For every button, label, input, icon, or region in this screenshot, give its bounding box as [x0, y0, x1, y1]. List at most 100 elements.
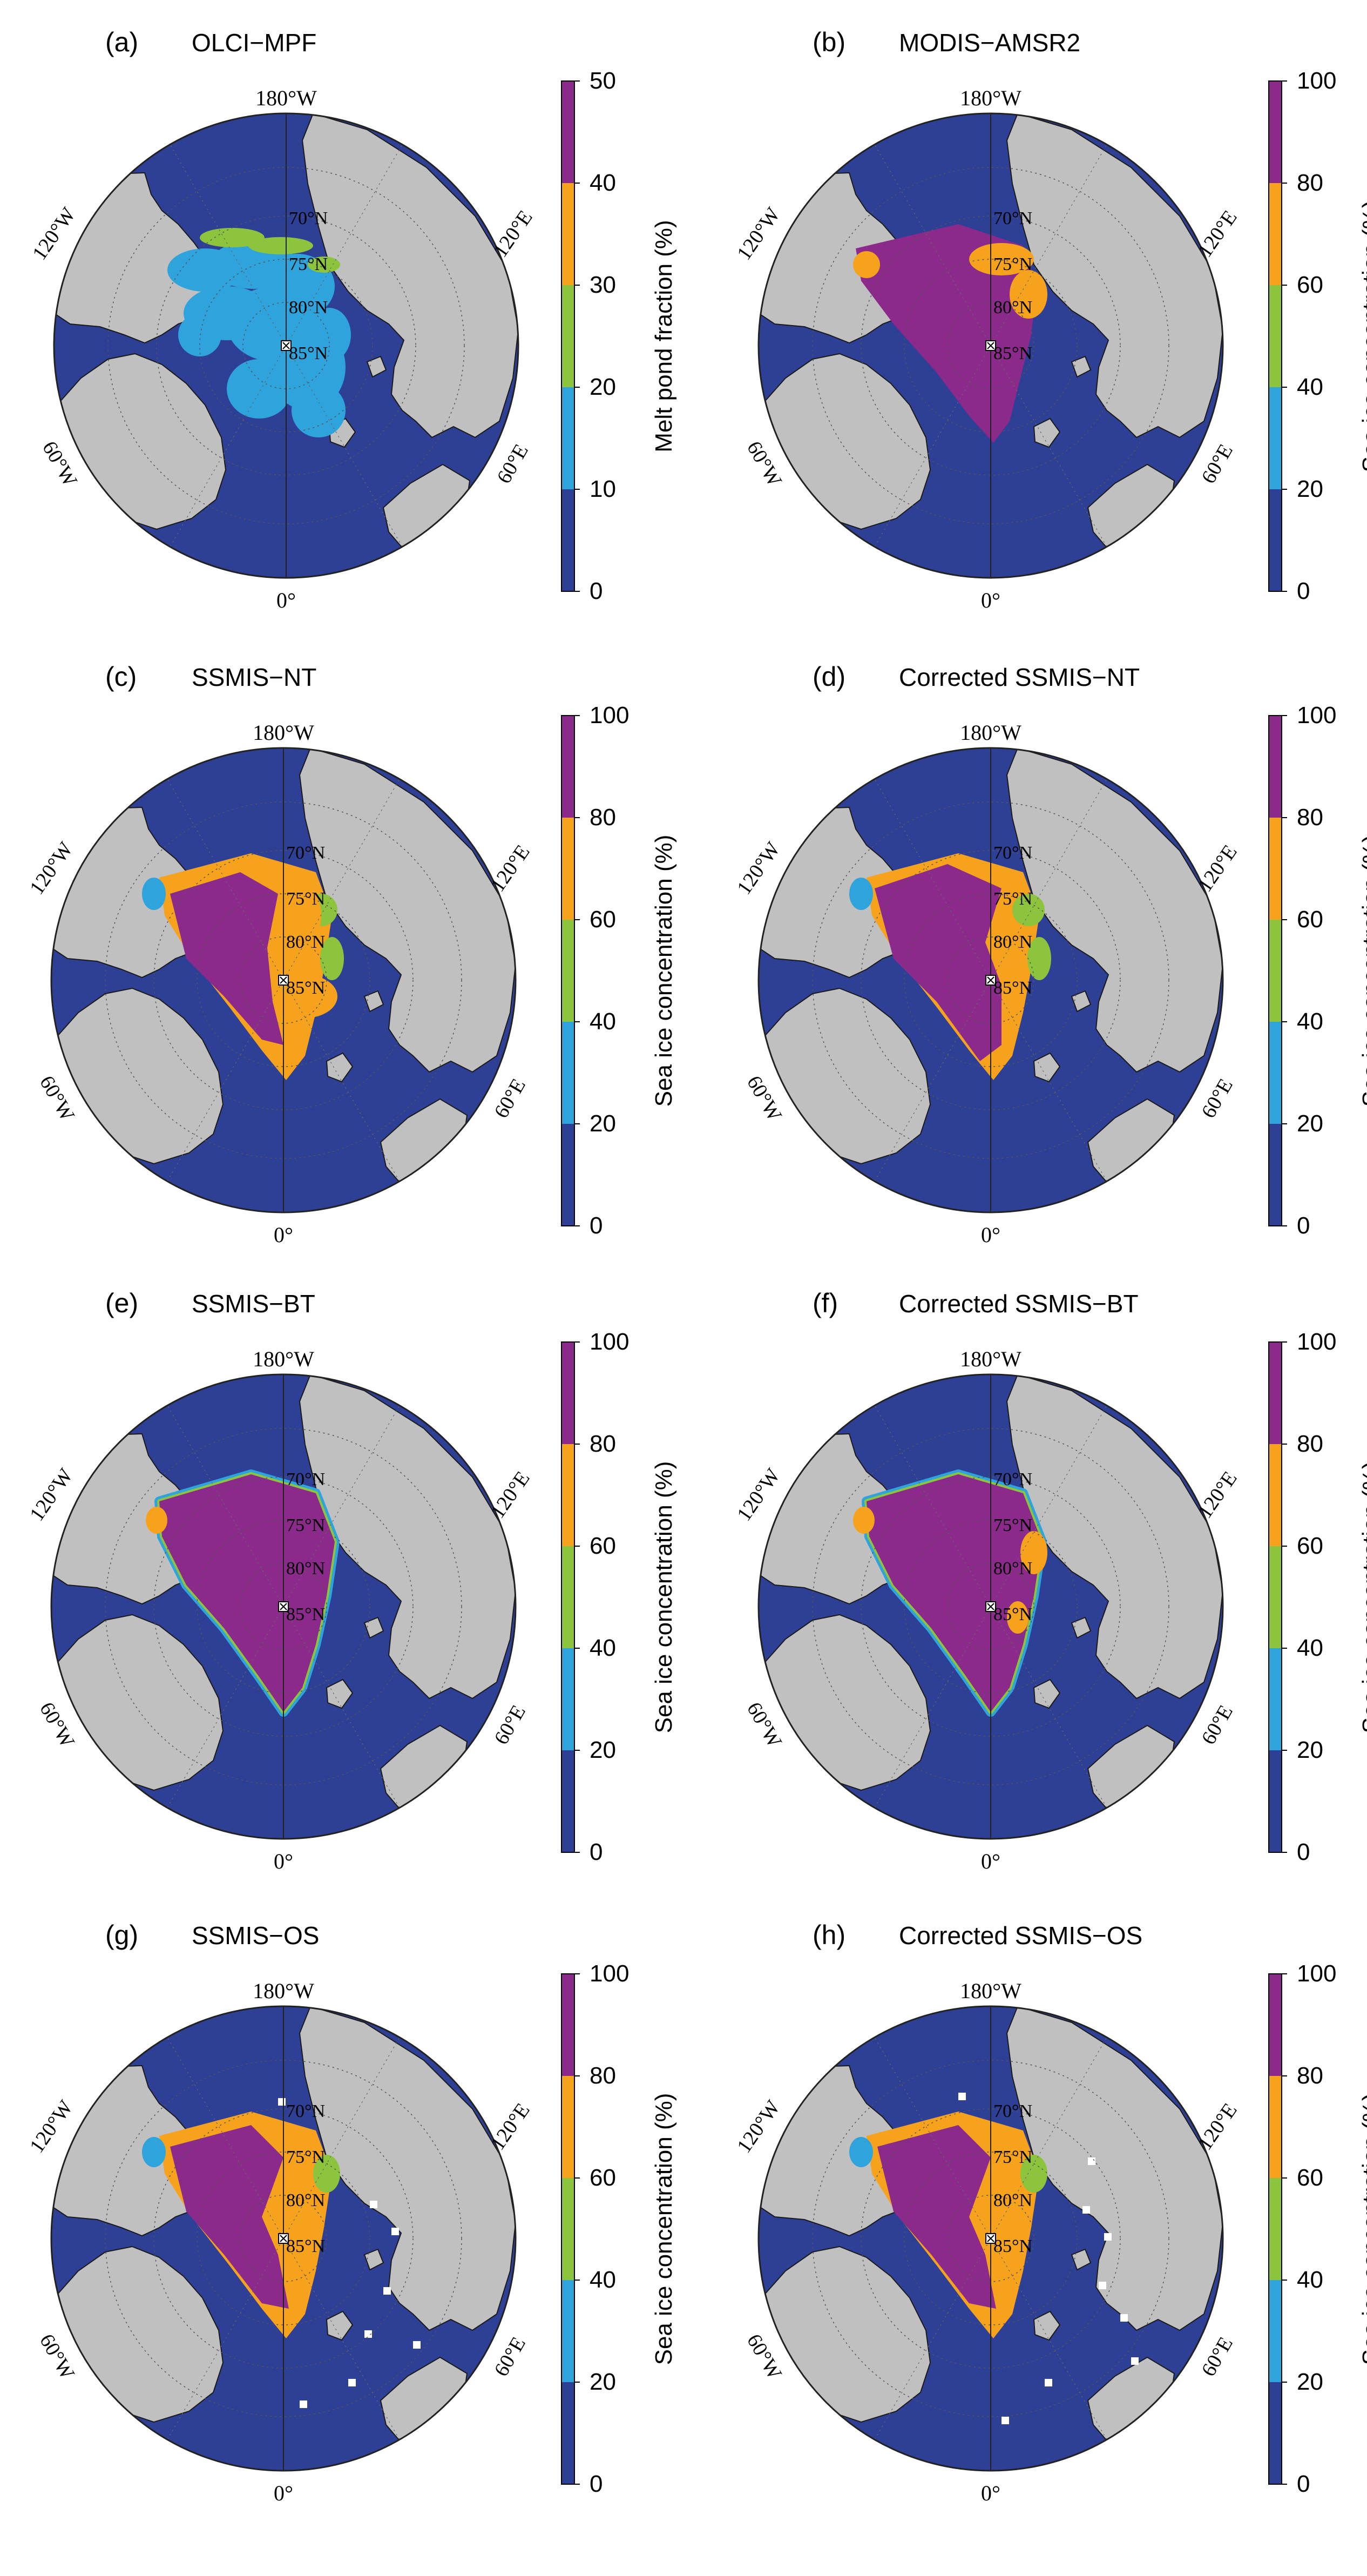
colorbar: 0 20 40 60 80 100 Sea ice concentration (%): [1268, 1960, 1367, 2497]
colorbar-tick-label: 30: [590, 272, 616, 298]
colorbar-tick-label: 0: [1297, 578, 1310, 604]
melt-pond-patch-high: [200, 228, 265, 247]
panel-letter: (h): [813, 1920, 845, 1950]
colorbar-bin: [1269, 489, 1282, 591]
latitude-circle: [153, 1476, 414, 1737]
latitude-circle: [904, 2152, 1078, 2325]
colorbar-bin: [561, 285, 574, 387]
colorbar-tick-label: 20: [1297, 1737, 1323, 1763]
colorbar-tick-label: 20: [590, 1110, 616, 1137]
latitude-circle: [105, 1428, 462, 1785]
lon-label-180w: 180°W: [960, 1979, 1021, 2003]
sea-ice-region-mid: [853, 251, 880, 278]
lon-label-0: 0°: [981, 1223, 1000, 1247]
pole-cross: [987, 2235, 994, 2242]
lon-label-0: 0°: [274, 1223, 293, 1247]
land-mass: [1033, 2310, 1061, 2341]
lat-label-85: 85°N: [286, 2236, 325, 2256]
sea-ice-region-high: [856, 224, 1037, 443]
colorbar-tick-label: 60: [590, 1533, 616, 1559]
lon-label-60w: 60°W: [35, 1072, 79, 1125]
lat-label-80: 80°N: [993, 2190, 1032, 2210]
colorbar-label: Sea ice concentration (%): [1358, 200, 1367, 473]
lon-label-60e: 60°E: [490, 1075, 530, 1122]
map-border: [757, 2005, 1224, 2472]
colorbar: 0 20 40 60 80 100 Sea ice concentration (%): [561, 702, 677, 1239]
lat-label-75: 75°N: [286, 2147, 325, 2167]
panel-title: SSMIS−NT: [192, 663, 316, 691]
panel-title: Corrected SSMIS−NT: [899, 663, 1140, 691]
melt-pond-patch-high: [248, 237, 313, 254]
lat-label-85: 85°N: [286, 978, 325, 998]
lon-label-0: 0°: [981, 588, 1000, 612]
colorbar-tick-label: 20: [590, 2369, 616, 2395]
missing-data-pixel: [1001, 2417, 1009, 2424]
lon-label-180w: 180°W: [960, 1347, 1021, 1371]
lon-label-0: 0°: [276, 588, 296, 612]
colorbar-bin: [561, 1546, 574, 1648]
latitude-circle: [947, 2195, 1034, 2282]
panel-title: SSMIS−OS: [192, 1921, 319, 1950]
land-mass: [326, 1052, 354, 1083]
lon-label-120e: 120°E: [1194, 1467, 1242, 1522]
lat-label-70: 70°N: [286, 1469, 325, 1489]
latitude-circle: [153, 2108, 414, 2369]
lat-label-70: 70°N: [289, 208, 328, 228]
lon-label-60e: 60°E: [490, 1701, 530, 1748]
colorbar-tick-label: 60: [1297, 272, 1323, 298]
latitude-circle: [197, 893, 370, 1067]
map-border: [50, 2005, 517, 2472]
colorbar-bin: [1269, 285, 1282, 387]
latitude-circle: [199, 259, 373, 433]
colorbar-bin: [1269, 1444, 1282, 1546]
latitude-circle: [197, 2152, 370, 2325]
missing-data-pixel: [413, 2341, 421, 2349]
missing-data-pixel: [1045, 2379, 1052, 2386]
colorbar-bin: [561, 716, 574, 818]
colorbar-bin: [561, 2076, 574, 2178]
land-mass: [1071, 355, 1092, 378]
missing-data-pixel: [1120, 2314, 1128, 2322]
colorbar-bin: [561, 81, 574, 183]
panel-letter: (e): [105, 1288, 138, 1318]
lat-label-80: 80°N: [993, 932, 1032, 952]
panel-letter: (a): [105, 27, 138, 57]
lat-label-85: 85°N: [993, 1604, 1032, 1624]
latitude-circle: [904, 259, 1078, 433]
colorbar-tick-label: 40: [1297, 2267, 1323, 2293]
sea-ice-region-high: [875, 864, 1001, 1061]
missing-data-pixel: [383, 2287, 391, 2295]
latitude-circle: [242, 302, 330, 389]
colorbar-bin: [561, 818, 574, 920]
colorbar-tick-label: 0: [590, 578, 603, 604]
sea-ice-region-low: [313, 2155, 340, 2193]
map-border: [757, 112, 1224, 579]
colorbar-bin: [1269, 1022, 1282, 1124]
sea-ice-region-low: [320, 937, 344, 980]
colorbar-tick-label: 60: [1297, 2164, 1323, 2191]
latitude-circle: [947, 936, 1034, 1024]
lon-label-180w: 180°W: [255, 86, 317, 110]
latitude-circle: [105, 2060, 462, 2417]
land-mass: [1033, 417, 1061, 448]
sea-ice-region-high: [170, 2125, 289, 2309]
colorbar-tick-label: 80: [1297, 2062, 1323, 2089]
lat-label-85: 85°N: [286, 1604, 325, 1624]
sea-ice-region-high: [170, 872, 283, 1045]
map-border: [53, 112, 519, 579]
latitude-circle: [904, 1520, 1078, 1694]
latitude-circle: [240, 936, 327, 1024]
colorbar-frame: [1268, 1973, 1282, 2485]
colorbar-tick-label: 60: [1297, 1533, 1323, 1559]
land-mass: [363, 1616, 384, 1639]
